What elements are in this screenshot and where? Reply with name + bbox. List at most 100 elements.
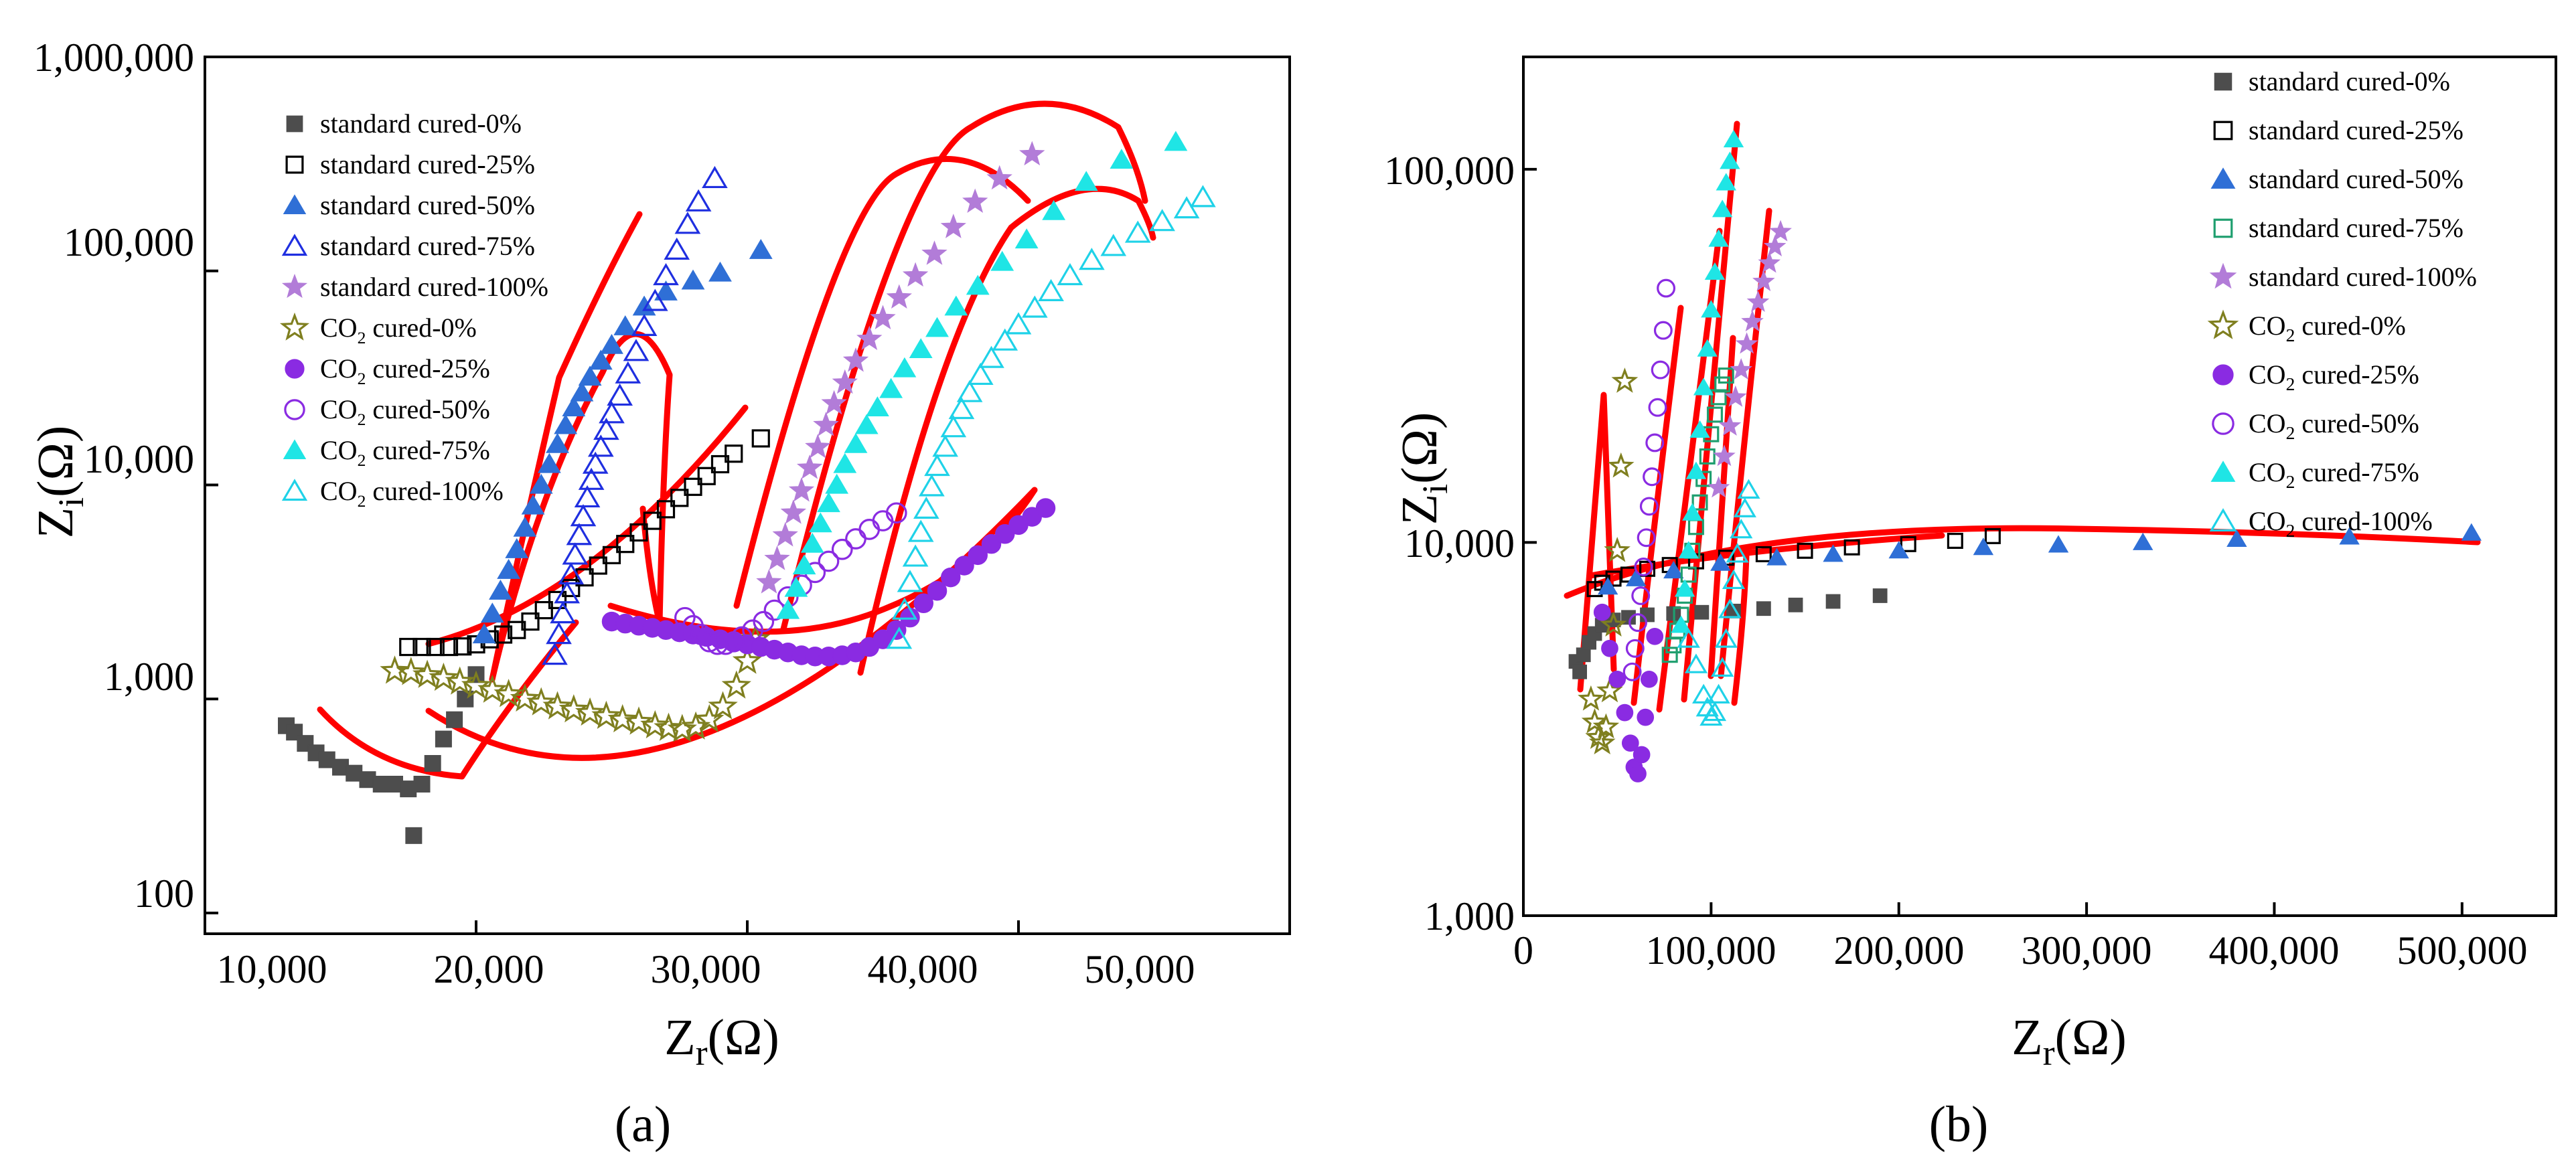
series-a-10	[886, 185, 1216, 649]
x-tick-label-a-5: 50,000	[1085, 947, 1195, 991]
data-point-b-8-6	[1637, 528, 1656, 548]
data-point-b-8-9	[1645, 433, 1665, 452]
data-point-a-9-22	[1110, 149, 1134, 169]
y-tick-label-b-1: 1,000	[1424, 894, 1515, 938]
data-point-a-3-14	[578, 365, 602, 386]
data-point-a-9-21	[1074, 171, 1098, 191]
data-point-a-8-5	[706, 633, 729, 655]
chart-panel-b: 0 100,000 200,000 300,000 400,000 500,00…	[1384, 56, 2557, 1153]
data-point-a-9-11	[865, 396, 889, 416]
data-point-a-2-8	[494, 625, 513, 644]
data-point-a-8-1	[674, 606, 696, 629]
x-tick-label-b-4: 300,000	[2022, 928, 2152, 973]
y-tick-label-a-3: 10,000	[84, 437, 194, 481]
data-point-a-4-3	[550, 601, 576, 624]
data-point-b-9-7	[1693, 378, 1714, 396]
fit-curve-b-spike-2	[1631, 305, 1684, 706]
series-b-9	[1671, 130, 1744, 633]
legend-label-a-10: CO2 cured-100%	[320, 476, 504, 511]
data-point-a-5-1	[756, 569, 782, 594]
data-point-a-10-22	[1124, 220, 1151, 243]
data-point-b-8-12	[1653, 321, 1673, 340]
data-point-b-7-11	[1646, 627, 1664, 645]
data-point-a-4-19	[641, 288, 668, 311]
data-point-a-5-14	[886, 284, 912, 309]
data-point-b-5-11	[1763, 234, 1787, 256]
legend-marker-b-5	[2209, 262, 2237, 289]
legend-marker-b-6	[2207, 309, 2239, 339]
data-point-b-6-2	[1581, 708, 1608, 734]
data-point-b-5-10	[1758, 251, 1781, 273]
data-point-a-5-7	[805, 434, 831, 459]
x-tick-label-b-2: 100,000	[1646, 928, 1776, 973]
y-tick-label-b-2: 10,000	[1404, 521, 1515, 566]
data-point-a-5-2	[764, 546, 790, 570]
data-point-a-4-20	[653, 262, 679, 286]
data-point-a-5-5	[788, 477, 815, 502]
data-point-a-5-8	[813, 412, 839, 436]
data-point-a-4-23	[685, 189, 712, 212]
data-markers-a	[278, 131, 1216, 844]
data-point-a-6-13	[575, 697, 605, 726]
legend-marker-a-2	[285, 155, 304, 174]
legend-marker-a-7	[285, 359, 305, 379]
data-point-a-10-11	[948, 396, 975, 420]
legend-label-a-6: CO2 cured-0%	[320, 313, 477, 347]
data-point-b-3-5	[1766, 548, 1787, 566]
legend-label-b-7: CO2 cured-25%	[2249, 359, 2419, 394]
data-point-a-5-10	[832, 369, 858, 394]
fit-curve-b-spike-4	[1681, 120, 1740, 703]
data-point-a-6-6	[461, 670, 491, 699]
data-point-a-10-23	[1149, 209, 1175, 232]
data-point-b-7-1	[1593, 603, 1611, 621]
x-axis-title-b: Zr(Ω)	[2012, 1009, 2127, 1073]
data-point-a-3-17	[613, 315, 637, 335]
data-point-b-3-8	[1973, 537, 1994, 556]
data-point-b-6-5	[1592, 713, 1620, 739]
legend-label-a-2: standard cured-25%	[320, 149, 535, 179]
data-point-a-9-6	[817, 492, 840, 513]
data-point-a-5-4	[780, 499, 807, 524]
data-point-a-4-12	[587, 434, 614, 457]
data-point-a-8-20	[885, 502, 907, 524]
data-point-a-7-29	[981, 533, 1002, 554]
data-point-a-9-16	[944, 295, 968, 316]
data-point-a-4-2	[546, 622, 572, 645]
series-b-3	[1597, 523, 2482, 595]
data-point-a-5-9	[821, 390, 847, 415]
data-point-b-10-8	[1711, 657, 1734, 677]
data-point-b-1-11	[1694, 604, 1710, 620]
data-point-a-6-19	[667, 714, 697, 742]
data-point-a-7-27	[954, 556, 974, 576]
data-point-b-9-15	[1723, 130, 1744, 148]
data-point-a-6-7	[477, 674, 508, 703]
data-point-a-10-7	[919, 474, 945, 497]
data-point-a-3-4	[497, 559, 521, 579]
series-b-8	[1622, 278, 1676, 681]
data-point-a-6-24	[732, 645, 763, 674]
legend-label-b-1: standard cured-0%	[2249, 66, 2450, 96]
data-point-b-10-9	[1714, 628, 1738, 648]
data-point-a-1-12	[405, 827, 423, 844]
data-point-a-10-8	[924, 453, 950, 477]
data-point-a-6-15	[607, 703, 637, 733]
data-point-a-10-4	[902, 544, 929, 567]
legend-marker-a-3	[283, 194, 307, 214]
y-tick-label-a-4: 100,000	[64, 220, 194, 264]
data-point-a-9-17	[966, 274, 990, 295]
legend-marker-b-7	[2212, 364, 2234, 386]
series-b-10	[1677, 479, 1760, 726]
data-point-a-2-21	[670, 489, 689, 507]
data-point-a-8-10	[753, 610, 775, 633]
data-point-b-7-8	[1633, 746, 1651, 764]
data-point-a-10-10	[940, 415, 967, 438]
data-point-a-3-2	[480, 602, 504, 623]
data-point-b-2-13	[1947, 533, 1963, 550]
data-point-b-5-1	[1707, 476, 1730, 498]
y-axis-title-a: Zi(Ω)	[27, 426, 91, 539]
legend-marker-a-9	[283, 439, 307, 459]
data-point-a-4-6	[562, 542, 589, 565]
data-point-a-3-11	[554, 414, 578, 434]
data-point-a-9-13	[893, 357, 917, 378]
data-point-a-10-21	[1100, 234, 1127, 256]
